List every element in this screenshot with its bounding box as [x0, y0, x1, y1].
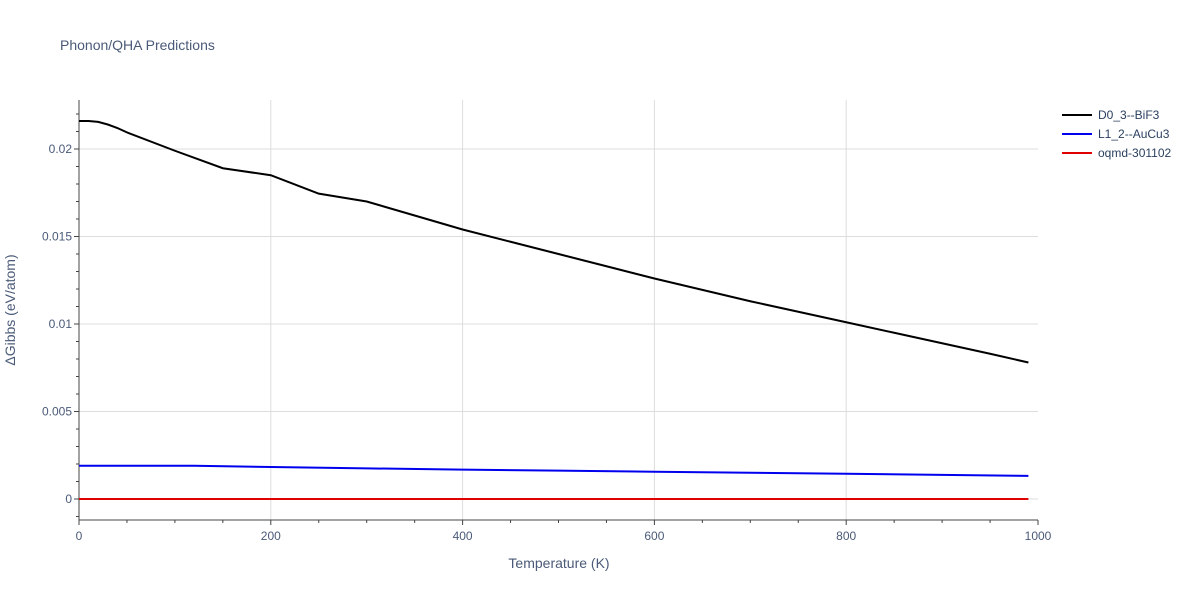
series-line: [79, 120, 1029, 364]
x-tick-label: 200: [261, 529, 281, 543]
x-tick-label: 600: [644, 529, 664, 543]
y-tick-label: 0: [65, 492, 72, 506]
y-tick-label: 0.01: [49, 317, 73, 331]
y-tick-label: 0.005: [42, 405, 72, 419]
x-tick-label: 400: [453, 529, 473, 543]
legend[interactable]: D0_3--BiF3 L1_2--AuCu3 oqmd-301102: [1062, 108, 1171, 160]
series-lines: [79, 120, 1029, 500]
x-tick-label: 0: [76, 529, 83, 543]
series-line: [79, 464, 1029, 477]
chart-title: Phonon/QHA Predictions: [60, 37, 215, 53]
legend-label[interactable]: oqmd-301102: [1098, 146, 1171, 160]
x-tick-label: 800: [836, 529, 856, 543]
legend-label[interactable]: D0_3--BiF3: [1098, 108, 1160, 122]
grid: [79, 100, 1038, 520]
y-tick-label: 0.015: [42, 230, 72, 244]
y-tick-label: 0.02: [49, 142, 73, 156]
axes: 0 200 400 600 800 1000 0 0.005 0.01 0.015 0.02: [42, 100, 1052, 543]
legend-label[interactable]: L1_2--AuCu3: [1098, 127, 1170, 141]
x-axis-label: Temperature (K): [508, 555, 609, 571]
y-axis-label: ΔGibbs (eV/atom): [2, 254, 18, 365]
x-tick-label: 1000: [1025, 529, 1052, 543]
